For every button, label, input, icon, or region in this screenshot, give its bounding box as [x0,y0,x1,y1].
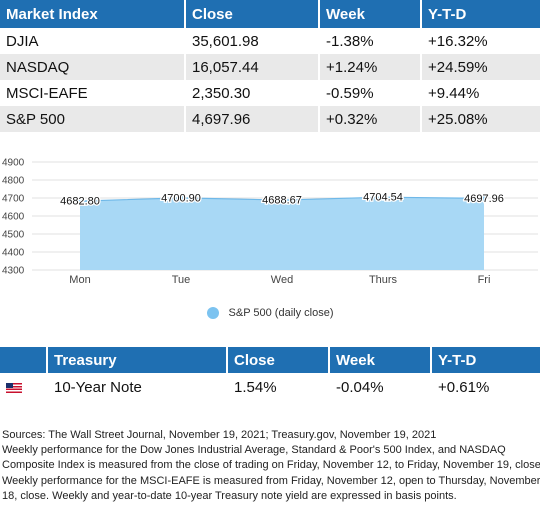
y-tick-label: 4600 [2,212,25,223]
note-line: Composite Index is measured from the clo… [2,459,540,472]
cell-week: +1.24% [320,54,422,80]
header-ytd: Y-T-D [432,347,540,373]
cell-week: -0.04% [330,373,432,401]
cell-close: 1.54% [228,373,330,401]
note-line: 18, close. Weekly and year-to-date 10-ye… [2,489,457,502]
cell-ytd: +0.61% [438,378,490,396]
cell-ytd: +25.08% [422,106,540,132]
treasury-header-row: Treasury Close Week Y-T-D [0,347,540,373]
data-point[interactable] [480,194,488,203]
data-label: 4688.67 [262,195,302,207]
cell-index: S&P 500 [0,106,186,132]
header-week: Week [330,347,432,373]
data-label: 4704.54 [363,192,403,204]
market-index-table: Market Index Close Week Y-T-D DJIA 35,60… [0,0,540,132]
cell-close: 4,697.96 [186,106,320,132]
data-point[interactable] [379,193,387,201]
x-tick-label: Tue [172,274,191,286]
cell-ytd: +16.32% [422,28,540,54]
x-tick-label: Mon [69,274,90,286]
header-week: Week [320,0,422,28]
note-line: Weekly performance for the Dow Jones Ind… [2,444,506,457]
data-point[interactable] [76,197,84,205]
legend-label: S&P 500 (daily close) [228,307,334,319]
y-tick-label: 4500 [2,230,25,241]
note-line: Sources: The Wall Street Journal, Novemb… [2,429,437,441]
chart-legend[interactable]: S&P 500 (daily close) [0,303,540,323]
table-row: NASDAQ 16,057.44 +1.24% +24.59% [0,54,540,80]
y-tick-label: 4400 [2,248,25,259]
data-label: 4700.90 [161,192,201,204]
x-tick-label: Thurs [369,274,398,286]
cell-ytd: +9.44% [422,80,540,106]
cell-close: 35,601.98 [186,28,320,54]
data-point[interactable] [278,196,286,204]
table-row: S&P 500 4,697.96 +0.32% +25.08% [0,106,540,132]
header-ytd: Y-T-D [422,0,540,28]
note-line: Weekly performance for the MSCI-EAFE is … [2,474,540,487]
y-tick-label: 4700 [2,194,25,205]
header-market-index: Market Index [0,0,186,28]
cell-close: 16,057.44 [186,54,320,80]
y-tick-label: 4300 [2,266,25,277]
header-close: Close [186,0,320,28]
sp500-area-chart: 4300 4400 4500 4600 4700 4800 4900 4682.80 Mon 47… [2,158,538,286]
table-row: MSCI-EAFE 2,350.30 -0.59% +9.44% [0,80,540,106]
cell-name: 10-Year Note [48,373,228,401]
data-label: 4682.80 [60,196,100,208]
x-tick-label: Wed [271,274,293,286]
treasury-table: Treasury Close Week Y-T-D 10-Year Note 1… [0,347,540,401]
cell-week: -1.38% [320,28,422,54]
cell-index: MSCI-EAFE [0,80,186,106]
table-row: DJIA 35,601.98 -1.38% +16.32% [0,28,540,54]
us-flag-icon [6,382,22,393]
cell-week: -0.59% [320,80,422,106]
data-label: 4697.96 [464,193,504,205]
source-notes: Sources: The Wall Street Journal, Novemb… [2,428,540,504]
cell-index: DJIA [0,28,186,54]
cell-index: NASDAQ [0,54,186,80]
header-flag-blank [0,347,48,373]
y-tick-label: 4800 [2,176,25,187]
x-tick-label: Fri [478,274,491,286]
legend-swatch [206,307,219,319]
series-area [80,197,484,270]
cell-flag [0,373,48,401]
cell-ytd: +24.59% [422,54,540,80]
table-row: 10-Year Note 1.54% -0.04% +0.61% [0,373,540,401]
header-treasury: Treasury [48,347,228,373]
data-point[interactable] [177,194,185,202]
y-tick-label: 4900 [2,158,25,169]
market-table-header-row: Market Index Close Week Y-T-D [0,0,540,28]
cell-week: +0.32% [320,106,422,132]
cell-close: 2,350.30 [186,80,320,106]
header-close: Close [228,347,330,373]
